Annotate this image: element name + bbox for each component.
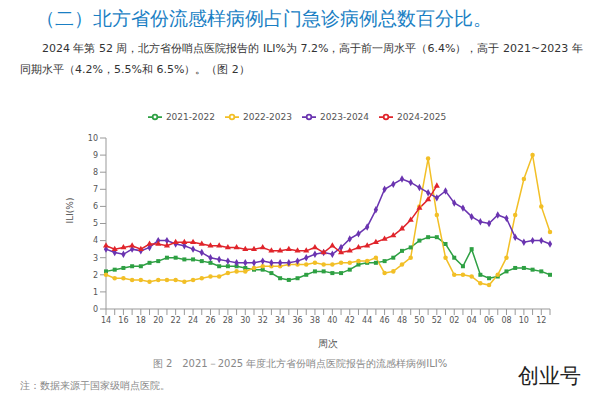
svg-text:02: 02 [449,316,459,325]
html-text:创业号: 创业号 [518,364,581,388]
svg-text:14: 14 [101,316,111,325]
svg-text:30: 30 [240,316,250,325]
svg-text:42: 42 [345,316,355,325]
html-text:注：数据来源于国家级哨点医院。: 注：数据来源于国家级哨点医院。 [20,380,170,391]
svg-text:34: 34 [275,316,285,325]
svg-text:44: 44 [362,316,372,325]
svg-text:40: 40 [327,316,337,325]
svg-text:16: 16 [118,316,128,325]
svg-text:12: 12 [536,316,546,325]
svg-text:22: 22 [171,316,181,325]
html-text:2022-2023: 2022-2023 [242,111,292,122]
svg-text:2: 2 [93,271,98,280]
svg-text:08: 08 [501,316,511,325]
svg-text:5: 5 [93,219,98,228]
html-text:（二）北方省份流感样病例占门急诊病例总数百分比。: （二）北方省份流感样病例占门急诊病例总数百分比。 [36,7,492,29]
svg-text:1: 1 [93,288,98,297]
svg-text:20: 20 [153,316,163,325]
svg-text:7: 7 [93,185,98,194]
svg-text:周次: 周次 [318,338,338,349]
html-text:2024-2025: 2024-2025 [397,111,447,122]
html-text:2021-2022: 2021-2022 [165,111,215,122]
svg-text:10: 10 [88,134,98,143]
svg-text:48: 48 [397,316,407,325]
svg-text:10: 10 [519,316,529,325]
svg-text:32: 32 [258,316,268,325]
svg-text:0: 0 [93,305,98,314]
svg-text:3: 3 [93,254,98,263]
svg-text:8: 8 [93,168,98,177]
svg-text:04: 04 [467,316,477,325]
svg-text:26: 26 [205,316,215,325]
html-text:2024 年第 52 周，北方省份哨点医院报告的 ILI%为: 2024 年第 52 周，北方省份哨点医院报告的 ILI%为 7.2%，高于前一… [20,42,583,76]
svg-text:28: 28 [223,316,233,325]
svg-text:36: 36 [292,316,302,325]
svg-text:18: 18 [136,316,146,325]
svg-text:6: 6 [93,202,98,211]
svg-text:4: 4 [93,236,98,245]
html-text:2023-2024: 2023-2024 [320,111,370,122]
html-text:图 2 2021－2025 年度北方省份哨点医院报告的流感样: 图 2 2021－2025 年度北方省份哨点医院报告的流感样病例ILI% [152,358,448,369]
svg-text:ILI(%): ILI(%) [65,198,75,224]
svg-text:06: 06 [484,316,494,325]
svg-text:50: 50 [414,316,424,325]
svg-text:52: 52 [432,316,442,325]
svg-text:24: 24 [188,316,198,325]
svg-text:38: 38 [310,316,320,325]
svg-text:9: 9 [93,151,98,160]
svg-text:46: 46 [379,316,389,325]
